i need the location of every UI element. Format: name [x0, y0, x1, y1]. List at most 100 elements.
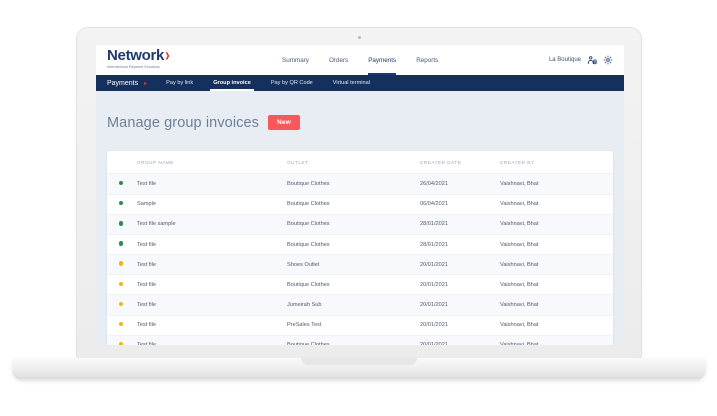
cell-group-name: Test file — [137, 274, 287, 295]
status-dot-amber — [119, 322, 124, 327]
cell-outlet: Boutique Clothes — [287, 193, 420, 215]
laptop-lid: Network› International Payment Solutions… — [76, 27, 642, 359]
table-row[interactable]: Test file PreSales Test 20/01/2021 Vaishnav… — [107, 314, 613, 336]
account-area: La Boutique — [549, 45, 613, 75]
nav-item-payments[interactable]: Payments — [368, 45, 397, 75]
group-invoices-table: GROUP NAME OUTLET CREATED DATE CREATED B… — [107, 151, 613, 345]
cell-created-date: 20/01/2021 — [420, 314, 500, 336]
status-dot-green — [119, 200, 124, 206]
cell-created-by: Vaishnavi, Bhat — [500, 233, 613, 255]
cell-created-date: 20/01/2021 — [420, 274, 500, 295]
cell-created-by: Vaishnavi, Bhat — [500, 193, 613, 215]
column-header-group-name: GROUP NAME — [137, 151, 287, 174]
cell-created-date: 26/04/2021 — [420, 173, 500, 195]
page-header: Manage group invoices New — [107, 91, 613, 151]
status-dot-amber — [119, 342, 124, 345]
cell-created-date: 06/04/2021 — [420, 193, 500, 215]
page-title: Manage group invoices — [107, 114, 260, 131]
secondary-nav: Payments ▸ Pay by link Group invoice Pay… — [96, 75, 624, 91]
row-status-cell — [107, 193, 137, 215]
status-dot-amber — [119, 261, 124, 266]
row-status-cell — [107, 314, 137, 336]
row-status-cell — [107, 294, 137, 316]
row-status-cell — [107, 173, 137, 195]
status-dot-green — [119, 221, 124, 226]
cell-group-name: Test file — [137, 314, 287, 336]
status-dot-green — [119, 241, 124, 246]
cell-group-name: Test file sample — [137, 213, 287, 235]
cell-outlet: Boutique Clothes — [287, 274, 420, 295]
table-row[interactable]: Test file sample Boutique Clothes 28/01/20… — [107, 213, 613, 235]
row-status-cell — [107, 213, 137, 235]
row-status-cell — [107, 233, 137, 255]
column-header-outlet: OUTLET — [287, 151, 420, 174]
nav-item-summary[interactable]: Summary — [282, 56, 309, 64]
new-invoice-button[interactable]: New — [268, 115, 300, 131]
webcam-dot — [357, 36, 361, 39]
cell-outlet: Boutique Clothes — [287, 173, 420, 195]
subnav-item-group-invoice[interactable]: Group invoice — [210, 75, 254, 91]
subnav-item-pay-by-link[interactable]: Pay by link — [166, 80, 194, 86]
cell-created-by: Vaishnavi, Bhat — [500, 274, 613, 295]
table-row[interactable]: Test file Boutique Clothes 28/01/2021 Vaish… — [107, 233, 613, 255]
table-header-row: GROUP NAME OUTLET CREATED DATE CREATED B… — [107, 151, 613, 174]
subnav-items: Pay by link Group invoice Pay by QR Code… — [163, 75, 373, 91]
table-body: Test file Boutique Clothes 26/04/2021 Vaish… — [107, 173, 613, 345]
table-row[interactable]: Test file Jumeirah Sub 20/01/2021 Vaishnavi… — [107, 294, 613, 316]
logo-wordmark: Network — [107, 47, 165, 64]
logo-tagline: International Payment Solutions — [107, 64, 160, 69]
page-content: Manage group invoices New — [96, 91, 624, 345]
nav-item-orders[interactable]: Orders — [328, 56, 349, 64]
chevron-right-icon: ▸ — [144, 80, 148, 87]
cell-group-name: Test file — [137, 334, 287, 345]
table-row[interactable]: Sample Boutique Clothes 06/04/2021 Vaishnav… — [107, 193, 613, 215]
cell-outlet: Boutique Clothes — [287, 334, 420, 345]
cell-group-name: Test file — [137, 173, 287, 195]
cell-group-name: Test file — [137, 294, 287, 316]
brand-logo[interactable]: Network› International Payment Solutions — [107, 45, 170, 69]
nav-item-reports[interactable]: Reports — [416, 56, 439, 64]
cell-created-by: Vaishnavi, Bhat — [500, 294, 613, 316]
cell-outlet: Jumeirah Sub — [287, 294, 420, 316]
gear-icon[interactable] — [602, 55, 613, 66]
cell-created-by: Vaishnavi, Bhat — [500, 173, 613, 195]
cell-outlet: Boutique Clothes — [287, 213, 420, 235]
app-viewport: Network› International Payment Solutions… — [96, 45, 624, 345]
subnav-section-title: Payments ▸ — [107, 75, 147, 91]
table-row[interactable]: Test file Boutique Clothes 26/04/2021 Vaish… — [107, 173, 613, 195]
status-dot-amber — [119, 301, 124, 307]
primary-nav: Summary Orders Payments Reports — [282, 45, 438, 75]
column-header-created-by: CREATED BY — [500, 151, 613, 174]
subnav-item-pay-by-qr-code[interactable]: Pay by QR Code — [270, 80, 313, 86]
cell-group-name: Sample — [137, 193, 287, 215]
laptop-screen: Network› International Payment Solutions… — [96, 45, 624, 345]
cell-created-by: Vaishnavi, Bhat — [500, 314, 613, 336]
laptop-base-foot — [17, 377, 701, 382]
column-header-created-date: CREATED DATE — [420, 151, 500, 174]
status-dot-green — [119, 180, 124, 186]
cell-outlet: PreSales Test — [287, 314, 420, 336]
subnav-item-virtual-terminal[interactable]: Virtual terminal — [332, 80, 371, 86]
row-status-cell — [107, 274, 137, 295]
merchant-name: La Boutique — [548, 57, 581, 63]
table-head: GROUP NAME OUTLET CREATED DATE CREATED B… — [107, 151, 613, 174]
merchant-icon[interactable] — [586, 55, 597, 66]
cell-outlet: Boutique Clothes — [287, 233, 420, 255]
cell-created-by: Vaishnavi, Bhat — [500, 254, 613, 275]
subnav-section-label: Payments — [107, 79, 139, 87]
status-dot-amber — [119, 281, 124, 287]
cell-created-by: Vaishnavi, Bhat — [500, 213, 613, 235]
table-row[interactable]: Test file Shoes Outlet 20/01/2021 Vaishnavi… — [107, 254, 613, 275]
invoices-card: GROUP NAME OUTLET CREATED DATE CREATED B… — [107, 151, 613, 345]
cell-created-date: 28/01/2021 — [420, 233, 500, 255]
top-header: Network› International Payment Solutions… — [96, 45, 624, 75]
cell-group-name: Test file — [137, 233, 287, 255]
cell-created-date: 20/01/2021 — [420, 254, 500, 275]
cell-created-date: 20/01/2021 — [420, 294, 500, 316]
cell-outlet: Shoes Outlet — [287, 254, 420, 275]
row-status-cell — [107, 254, 137, 275]
cell-created-by: Vaishnavi, Bhat — [500, 334, 613, 345]
